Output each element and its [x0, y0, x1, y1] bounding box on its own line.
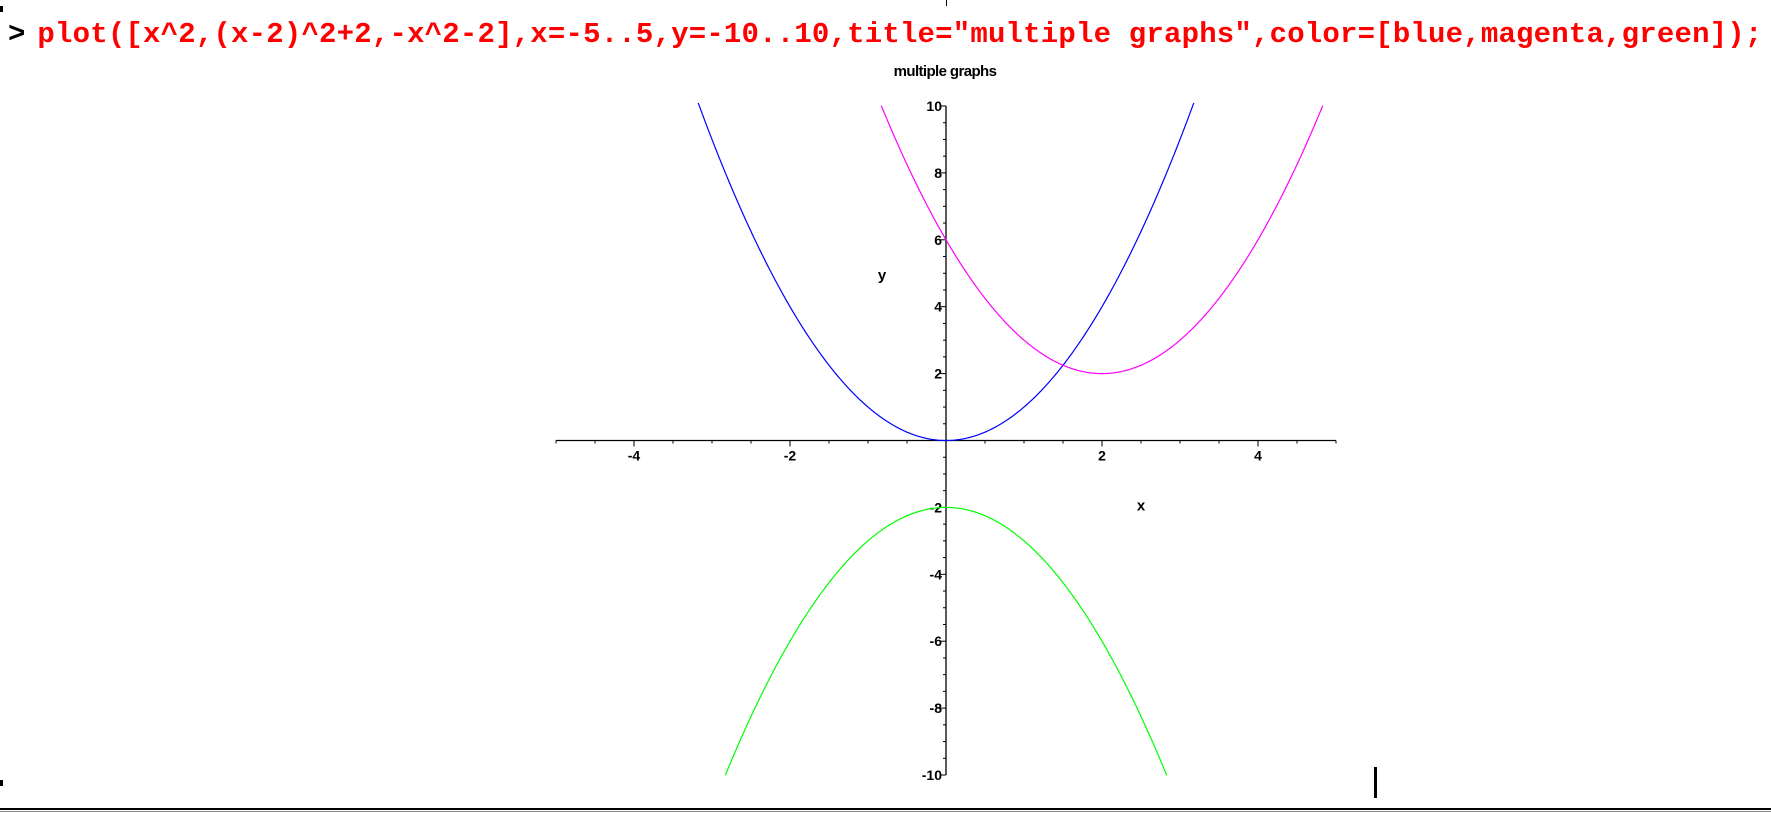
- x-axis-label: x: [1137, 498, 1146, 515]
- y-tick-label: 8: [934, 165, 942, 181]
- x-tick-label: -2: [784, 448, 797, 464]
- x-tick-label: 2: [1098, 448, 1106, 464]
- series-line-negative-parabola: [724, 506, 1168, 776]
- execution-group-bracket-top: [0, 6, 3, 12]
- y-tick-label: -10: [922, 767, 942, 783]
- y-axis-label: y: [878, 267, 887, 284]
- region-marker: [946, 0, 947, 6]
- text-cursor: [1374, 767, 1377, 798]
- y-tick-label: 4: [934, 299, 942, 315]
- execution-group-bracket-bottom: [0, 780, 3, 786]
- y-tick-label: -4: [930, 566, 943, 582]
- command-prompt: >: [8, 17, 26, 51]
- x-tick-label: 4: [1254, 448, 1262, 464]
- y-tick-label: 10: [926, 98, 942, 114]
- plot-title: multiple graphs: [894, 63, 997, 80]
- y-tick-label: -8: [930, 700, 943, 716]
- series-line-x-squared: [697, 103, 1195, 442]
- plot-command-text[interactable]: plot([x^2,(x-2)^2+2,-x^2-2],x=-5..5,y=-1…: [37, 17, 1763, 51]
- worksheet-bottom-border-shadow: [0, 811, 1771, 812]
- y-tick-label: 6: [934, 232, 942, 248]
- series-line-shifted-parabola: [880, 105, 1324, 375]
- x-tick-label: -4: [628, 448, 641, 464]
- worksheet-bottom-border: [0, 808, 1771, 810]
- y-tick-label: 2: [934, 366, 942, 382]
- y-tick-label: -6: [930, 633, 943, 649]
- command-line[interactable]: > plot([x^2,(x-2)^2+2,-x^2-2],x=-5..5,y=…: [8, 14, 1762, 54]
